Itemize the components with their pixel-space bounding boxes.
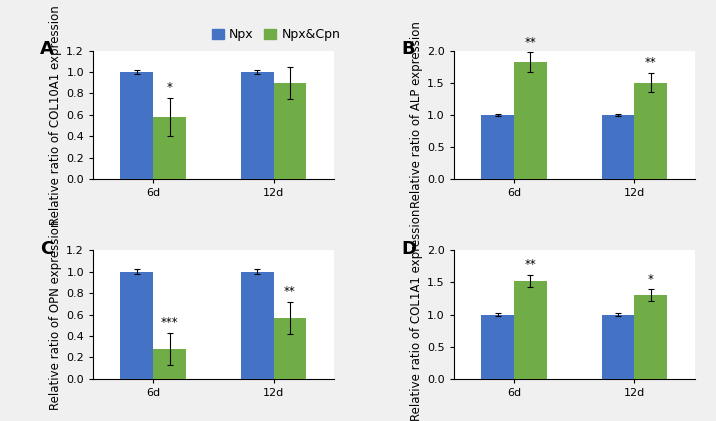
Text: *: *	[648, 272, 654, 285]
Text: ***: ***	[161, 316, 178, 329]
Bar	[634, 83, 667, 179]
Text: **: **	[284, 285, 296, 298]
Bar	[241, 272, 274, 379]
Bar	[514, 62, 547, 179]
Text: D: D	[401, 240, 416, 258]
Text: **: **	[525, 36, 536, 48]
Bar	[120, 72, 153, 179]
Text: **: **	[645, 56, 657, 69]
Text: A: A	[40, 40, 54, 58]
Bar	[274, 83, 306, 179]
Y-axis label: Relative ratio of ALP expression: Relative ratio of ALP expression	[410, 21, 423, 208]
Y-axis label: Relative ratio of OPN expression: Relative ratio of OPN expression	[49, 219, 62, 410]
Bar	[634, 295, 667, 379]
Bar	[153, 349, 186, 379]
Y-axis label: Relative ratio of COL10A1 expression: Relative ratio of COL10A1 expression	[49, 5, 62, 225]
Text: **: **	[525, 258, 536, 272]
Bar	[601, 115, 634, 179]
Bar	[274, 318, 306, 379]
Text: C: C	[40, 240, 54, 258]
Bar	[241, 72, 274, 179]
Bar	[514, 281, 547, 379]
Bar	[481, 115, 514, 179]
Bar	[120, 272, 153, 379]
Bar	[601, 314, 634, 379]
Text: *: *	[167, 81, 173, 94]
Legend: Npx, Npx&Cpn: Npx, Npx&Cpn	[207, 23, 345, 46]
Bar	[153, 117, 186, 179]
Bar	[481, 314, 514, 379]
Y-axis label: Relative ratio of COL1A1 expression: Relative ratio of COL1A1 expression	[410, 208, 423, 421]
Text: B: B	[401, 40, 415, 58]
